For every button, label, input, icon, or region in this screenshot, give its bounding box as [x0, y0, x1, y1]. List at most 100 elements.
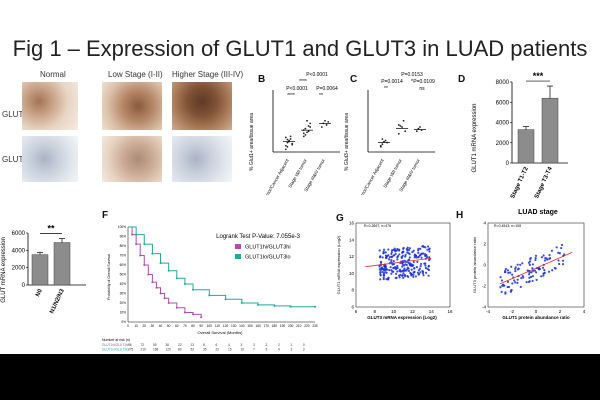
risk-cell: 96	[128, 343, 132, 347]
panel-f-test: Logrank Test P-Value: 7.055e-3	[216, 234, 300, 240]
col-label-high-stage: Higher Stage (III-IV)	[172, 70, 244, 79]
row-label-glut1: GLUT1	[2, 110, 28, 119]
panel-g-point	[408, 247, 412, 250]
panel-h-point	[534, 258, 537, 262]
panel-g-ytick-label: 12	[349, 254, 355, 259]
survival-curve-hi	[128, 226, 202, 318]
panel-g-point	[396, 264, 399, 268]
panel-g-xtick-label: 14	[429, 309, 435, 314]
panel-f-xtick-label: 90	[199, 324, 203, 328]
panel-g-point	[398, 274, 401, 277]
censor-mark	[240, 302, 243, 304]
panel-b-pval-1: P<0.0001	[306, 72, 328, 78]
panel-g-point	[402, 276, 405, 279]
panel-h-chart: GLUT3 protein abundance ratio R=0.4543; …	[472, 221, 586, 321]
panel-g-point	[401, 274, 404, 277]
panel-h-xlabel: GLUT1 protein abundance ratio	[502, 315, 570, 320]
panel-h-point	[520, 277, 523, 280]
risk-cell: 210	[141, 348, 147, 352]
panel-g-point	[417, 269, 420, 272]
panel-e-ytick-label: 6000	[12, 231, 26, 237]
censor-mark	[163, 297, 166, 300]
risk-cell: 4	[228, 343, 230, 347]
panel-c-point	[419, 126, 421, 128]
panel-c-point	[415, 130, 418, 133]
panel-g-point	[420, 256, 423, 259]
panel-h-point	[532, 269, 535, 272]
panel-g-point	[385, 271, 388, 274]
panel-g-xtick-label: 6	[355, 309, 358, 314]
panel-g-fit-line	[365, 257, 432, 268]
panel-b-point	[324, 119, 326, 122]
panel-h-point	[501, 284, 504, 287]
panel-b-point	[286, 145, 289, 148]
panel-g-xtick-label: 16	[447, 309, 453, 314]
panel-c-point	[399, 125, 402, 127]
panel-g-point	[387, 254, 390, 257]
panel-f-ytick-label: 20%	[120, 301, 127, 305]
panel-d-ytick-label: 2000	[496, 141, 510, 147]
panel-b-point	[291, 142, 294, 145]
panel-h-point	[538, 268, 541, 271]
risk-cell: 10	[241, 348, 245, 352]
panel-h-point	[550, 249, 554, 252]
ihc-image-glut3-high-stage	[172, 136, 232, 182]
panel-g-point	[394, 272, 398, 275]
panel-g-point	[427, 265, 430, 268]
col-label-low-stage: Low Stage (I-II)	[108, 70, 163, 79]
censor-mark	[183, 283, 186, 285]
panel-g-point	[422, 274, 425, 277]
risk-cell: 35	[203, 348, 207, 352]
panel-c-xcat-2: Stage I&II tumor	[382, 158, 403, 189]
panel-g-ytick-label: 8	[351, 288, 354, 293]
panel-h-point	[516, 281, 519, 285]
risk-cell: 5	[266, 348, 268, 352]
panel-g-point	[424, 254, 427, 258]
panel-b-point	[325, 124, 328, 126]
panel-d-letter: D	[458, 74, 466, 85]
censor-mark	[224, 298, 227, 301]
panel-f-xtick-label: 100	[207, 324, 213, 328]
panel-g-point	[412, 275, 415, 278]
censor-mark	[147, 273, 150, 276]
risk-cell: GLUT1hi/GLUT3hi	[102, 343, 129, 347]
panel-g-chart: GLUT1 mRNA expression (Log2) R=0.2897; n…	[336, 221, 453, 321]
panel-g-point	[382, 274, 385, 277]
panel-h-point	[514, 270, 517, 273]
ihc-image-glut1-high-stage	[172, 82, 232, 130]
panel-h-xtick-label: 0	[535, 309, 538, 314]
risk-cell: 72	[141, 343, 145, 347]
panel-d-ytick-label: 8000	[496, 80, 510, 86]
panel-c-pval-6: ns	[419, 86, 425, 92]
panel-f-xtick-label: 70	[183, 324, 187, 328]
panel-g-point	[415, 265, 419, 269]
panel-f-xtick-label: 120	[223, 324, 229, 328]
panel-h-point	[514, 281, 517, 284]
panel-f-ytick-label: 70%	[120, 254, 127, 258]
panel-b-xcat-1: Tumor/Cancer Adjacent	[262, 157, 290, 195]
panel-f-xlabel: Overall Survival (Months)	[198, 330, 244, 335]
panel-g-point	[394, 268, 397, 271]
ihc-image-glut3-normal	[22, 136, 78, 182]
censor-mark	[192, 288, 195, 291]
panel-h-point	[531, 267, 534, 270]
panel-h-point	[500, 290, 503, 294]
panel-g-point	[390, 256, 394, 259]
panel-h-point	[519, 285, 522, 288]
panel-b-ylabel: % Glut1+ area/tissue area	[249, 113, 255, 171]
panel-h-fit-line	[499, 252, 573, 285]
panel-g-point	[402, 269, 405, 272]
panel-h-xtick-label: 2	[559, 309, 562, 314]
panel-g-point	[385, 268, 388, 271]
panel-h-point	[546, 258, 549, 261]
panel-g-point	[411, 264, 414, 267]
panel-c-point	[383, 140, 385, 143]
panel-g-point	[413, 256, 416, 259]
panel-c-point	[397, 124, 400, 126]
panel-g-point	[419, 271, 422, 274]
censor-mark	[167, 302, 170, 304]
panel-f-xtick-label: 190	[280, 324, 286, 328]
panel-g-point	[392, 254, 395, 257]
panel-h-point	[560, 246, 563, 250]
panel-e-ylabel: GLUT mRNA expression	[1, 237, 7, 303]
